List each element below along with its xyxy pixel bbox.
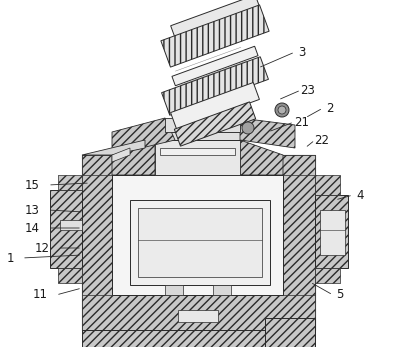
Polygon shape xyxy=(171,83,260,129)
Text: 5: 5 xyxy=(336,288,344,302)
Polygon shape xyxy=(50,190,82,268)
Polygon shape xyxy=(82,140,145,155)
Text: 2: 2 xyxy=(326,102,334,115)
Polygon shape xyxy=(58,175,82,190)
Polygon shape xyxy=(138,208,262,277)
Polygon shape xyxy=(315,175,340,195)
Text: 15: 15 xyxy=(24,178,40,192)
Polygon shape xyxy=(130,200,270,285)
Bar xyxy=(165,285,183,295)
Polygon shape xyxy=(112,118,175,155)
Text: 14: 14 xyxy=(24,221,40,235)
Bar xyxy=(178,310,218,322)
Polygon shape xyxy=(82,330,315,347)
Circle shape xyxy=(242,122,254,134)
Polygon shape xyxy=(283,155,315,330)
Polygon shape xyxy=(315,268,340,283)
Polygon shape xyxy=(112,175,283,295)
Polygon shape xyxy=(162,57,269,115)
Bar xyxy=(213,285,231,295)
Text: 3: 3 xyxy=(298,45,306,59)
Polygon shape xyxy=(240,118,295,148)
Text: 12: 12 xyxy=(34,242,49,254)
Text: 1: 1 xyxy=(6,252,14,264)
Polygon shape xyxy=(174,102,256,146)
Polygon shape xyxy=(172,46,258,86)
Text: 21: 21 xyxy=(295,116,310,128)
Polygon shape xyxy=(320,210,345,255)
Text: 23: 23 xyxy=(301,84,316,96)
Polygon shape xyxy=(171,0,260,37)
Polygon shape xyxy=(155,140,240,175)
Polygon shape xyxy=(165,118,240,132)
Polygon shape xyxy=(112,148,130,162)
Polygon shape xyxy=(82,295,315,330)
Polygon shape xyxy=(265,318,315,347)
Circle shape xyxy=(275,103,289,117)
Polygon shape xyxy=(82,155,112,330)
Polygon shape xyxy=(160,148,235,155)
Text: 13: 13 xyxy=(24,203,40,217)
Text: 11: 11 xyxy=(32,288,47,302)
Polygon shape xyxy=(112,140,155,175)
Polygon shape xyxy=(82,155,315,330)
Polygon shape xyxy=(82,155,315,175)
Polygon shape xyxy=(58,268,82,283)
Polygon shape xyxy=(240,140,283,175)
Polygon shape xyxy=(161,5,269,67)
Polygon shape xyxy=(60,220,82,230)
Text: 22: 22 xyxy=(314,134,329,146)
Circle shape xyxy=(278,106,286,114)
Polygon shape xyxy=(145,132,250,140)
Text: 4: 4 xyxy=(356,188,364,202)
Polygon shape xyxy=(315,195,348,268)
